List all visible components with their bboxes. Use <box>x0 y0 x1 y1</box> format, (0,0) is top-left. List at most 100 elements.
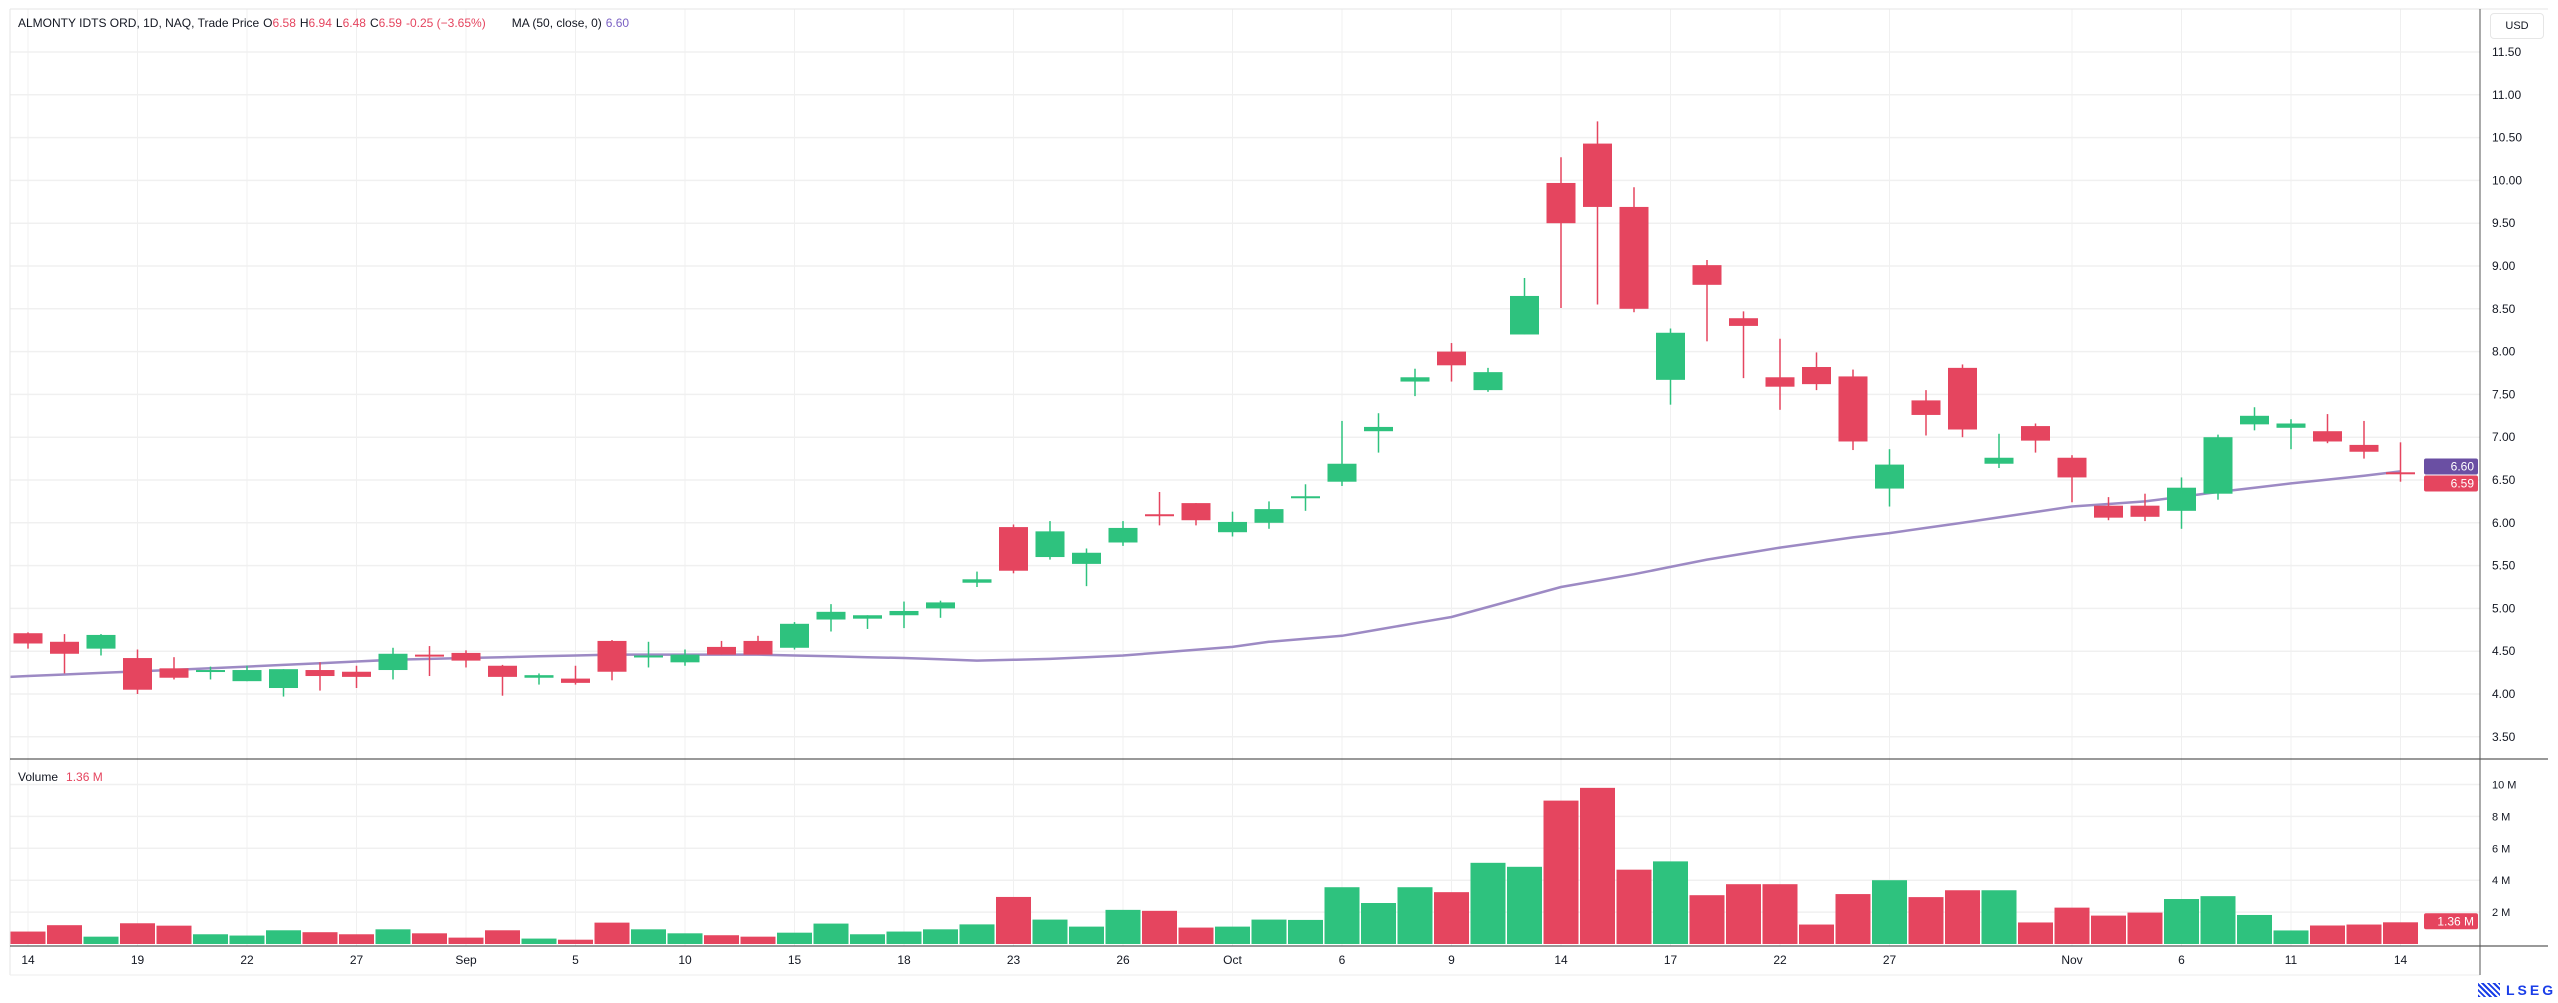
volume-bar <box>2346 924 2382 944</box>
volume-bar <box>1470 862 1506 944</box>
time-tick-label: 14 <box>1554 953 1568 967</box>
candle <box>2313 414 2342 444</box>
candle <box>1035 521 1065 560</box>
price-tick-label: 5.50 <box>2492 559 2516 573</box>
volume-bar <box>631 929 666 944</box>
candle <box>1145 491 1174 526</box>
candle <box>1546 157 1576 308</box>
candle-body <box>524 675 554 678</box>
time-tick-label: 22 <box>240 953 254 967</box>
volume-bar <box>1507 866 1542 944</box>
candle-body <box>1291 496 1320 499</box>
candle-body <box>1473 372 1503 391</box>
candle-body <box>1437 351 1466 366</box>
axes: 11.50 11.00 10.50 10.00 9.50 9.00 8.50 8.00 7.50… <box>21 45 2522 967</box>
candle-body <box>378 653 408 671</box>
chart-legend: ALMONTY IDTS ORD, 1D, NAQ, Trade Price O… <box>18 16 633 30</box>
high-value: 6.94 <box>308 16 332 30</box>
ma-indicator-label[interactable]: MA (50, close, 0) <box>511 16 602 30</box>
volume-bar <box>1580 787 1615 944</box>
volume-bar <box>412 933 447 944</box>
candle <box>1838 369 1868 451</box>
candle <box>50 634 79 674</box>
volume-bar <box>266 930 301 944</box>
candle-body <box>415 654 444 657</box>
price-tick-label: 8.00 <box>2492 345 2516 359</box>
candle <box>889 601 919 629</box>
volume-bar <box>1835 894 1871 944</box>
candle-body <box>50 641 79 654</box>
ma-indicator-value: 6.60 <box>605 16 630 30</box>
candle-body <box>1108 527 1138 543</box>
volume-last-value-badge: 1.36 M <box>2424 913 2478 930</box>
candle-body <box>196 670 225 673</box>
candle-body <box>2349 444 2379 452</box>
volume-bar <box>2237 914 2272 944</box>
candle <box>707 640 736 655</box>
candle <box>1656 328 1685 405</box>
volume-bar <box>1616 869 1652 944</box>
volume-bar <box>2310 925 2345 944</box>
candle <box>743 635 773 655</box>
candle <box>1802 352 1831 391</box>
volume-bar <box>1799 924 1834 944</box>
time-tick-label: 26 <box>1116 953 1130 967</box>
candle-body <box>269 669 298 689</box>
time-tick-label: 9 <box>1448 953 1455 967</box>
candle <box>1948 364 1977 438</box>
candle <box>269 669 298 697</box>
candle <box>1364 413 1393 453</box>
candle-body <box>743 640 773 655</box>
volume-bar <box>886 931 922 944</box>
volume-bar <box>558 939 593 944</box>
candle-body <box>634 655 663 658</box>
candle <box>196 666 225 680</box>
volume-bar <box>2091 915 2126 944</box>
volume-label[interactable]: Volume <box>18 770 59 784</box>
price-tick-label: 11.00 <box>2492 88 2521 102</box>
candle-body <box>962 579 992 583</box>
price-tick-label: 9.00 <box>2492 259 2516 273</box>
currency-button[interactable]: USD <box>2490 13 2544 39</box>
candle-body <box>232 670 262 682</box>
volume-bar <box>1215 926 1250 944</box>
candle <box>1875 449 1904 507</box>
low-value: 6.48 <box>342 16 366 30</box>
candle <box>634 641 663 668</box>
candle-body <box>2021 426 2050 441</box>
lseg-logo-icon <box>2478 983 2500 997</box>
change-value: -0.25 (−3.65%) <box>405 16 486 30</box>
candle-body <box>2167 487 2196 511</box>
volume-bar <box>1726 884 1761 944</box>
candle <box>159 657 189 680</box>
candle-body <box>305 670 335 677</box>
candle <box>999 524 1028 574</box>
time-tick-label: 5 <box>572 953 579 967</box>
volume-bar <box>375 929 411 944</box>
volume-tick-label: 4 M <box>2492 875 2510 887</box>
volume-bars <box>10 787 2418 944</box>
volume-last-value-badge-text: 1.36 M <box>2437 914 2474 928</box>
volume-bar <box>1689 895 1725 944</box>
volume-bar <box>813 923 849 944</box>
price-tick-label: 8.50 <box>2492 302 2516 316</box>
candle-body <box>670 654 700 663</box>
candle <box>2349 420 2379 459</box>
candle <box>2167 477 2196 529</box>
time-tick-label: 6 <box>2178 953 2185 967</box>
symbol-title[interactable]: ALMONTY IDTS ORD, 1D, NAQ, Trade Price <box>18 16 260 30</box>
price-tick-label: 7.50 <box>2492 387 2516 401</box>
candle <box>1437 343 1466 382</box>
volume-value: 1.36 M <box>66 770 103 784</box>
candle-body <box>889 610 919 616</box>
candle-body <box>816 611 846 620</box>
volume-bar <box>1653 861 1688 944</box>
price-tick-label: 10.00 <box>2492 173 2522 187</box>
candle-body <box>1948 367 1977 430</box>
volume-bar <box>959 924 995 944</box>
candle <box>2021 423 2050 453</box>
volume-bar <box>2273 930 2309 944</box>
volume-bar <box>850 934 885 944</box>
candle-body <box>1911 400 1941 415</box>
